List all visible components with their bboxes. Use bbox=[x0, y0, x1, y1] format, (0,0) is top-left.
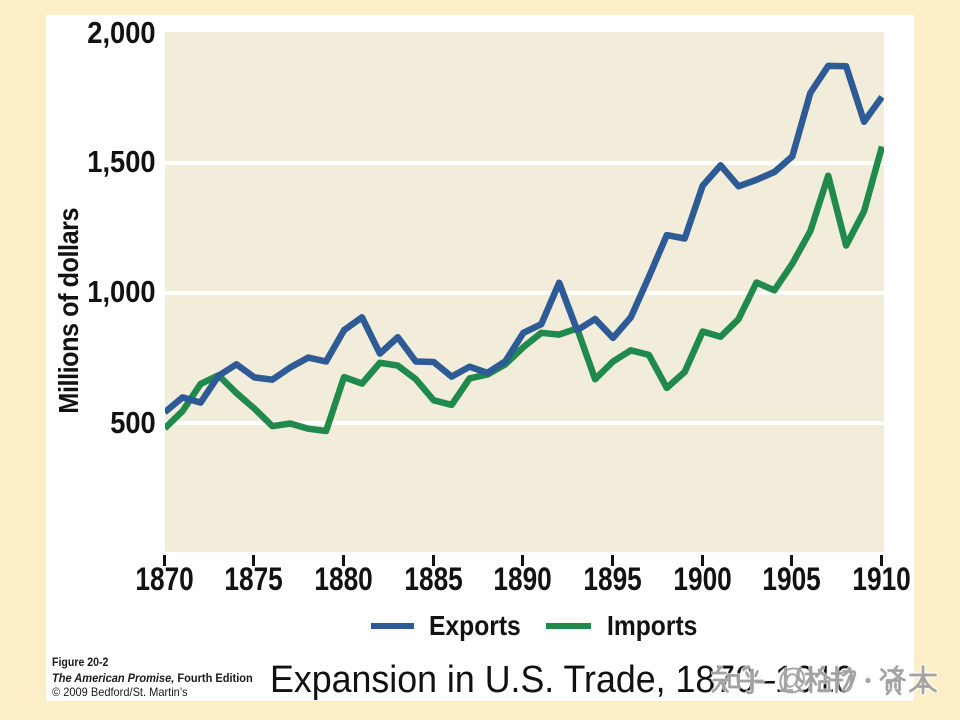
svg-text:@: @ bbox=[777, 663, 807, 696]
svg-text:@: @ bbox=[777, 663, 807, 696]
